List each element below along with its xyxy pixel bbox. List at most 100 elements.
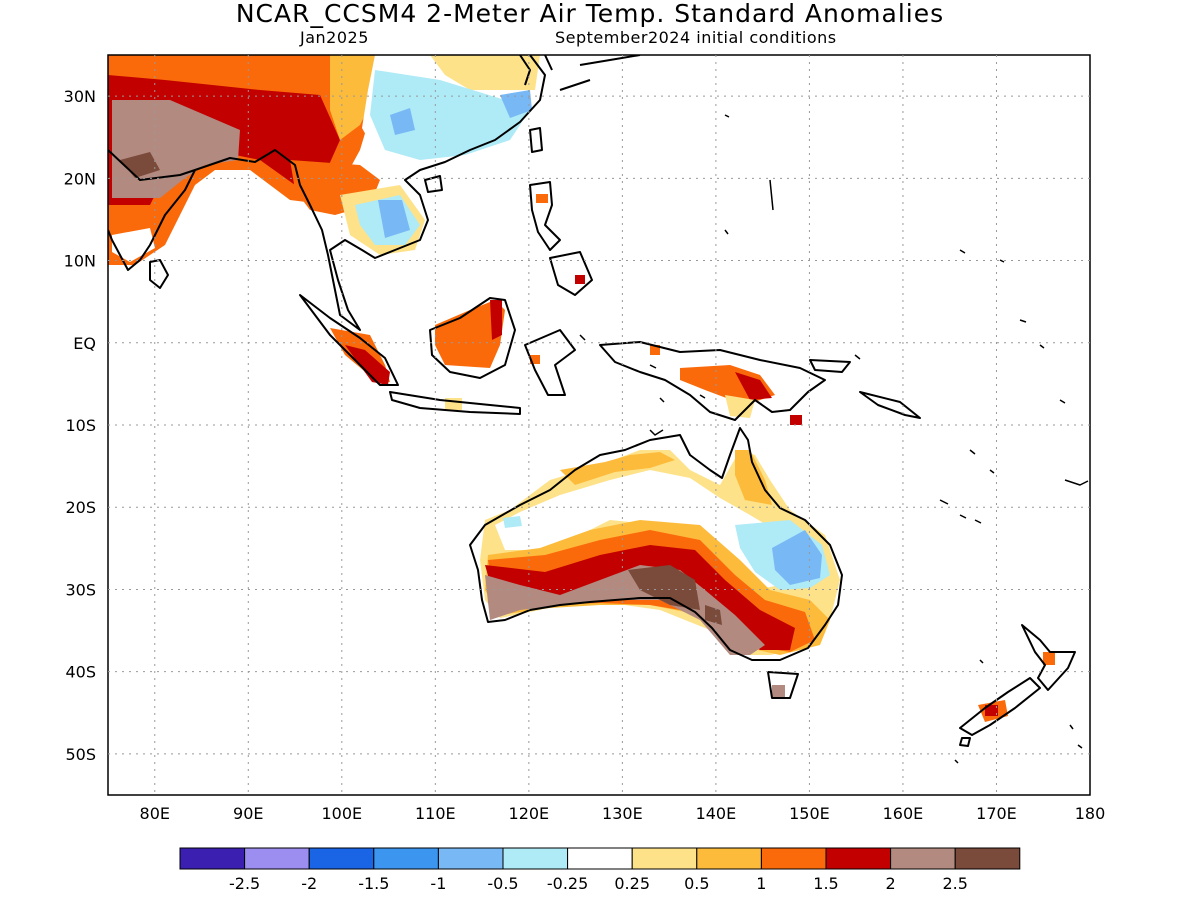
aus-darkbrown — [628, 565, 700, 610]
halmahera-orange — [650, 345, 660, 355]
colorbar-swatch-3 — [373, 847, 439, 870]
png-yellow — [725, 395, 755, 418]
colorbar-swatch-8 — [696, 847, 762, 870]
forecast-month: Jan2025 — [300, 28, 369, 47]
colorbar-label-0: -2.5 — [229, 874, 260, 893]
colorbar-label-2: -1.5 — [358, 874, 389, 893]
philippines-mindanao — [549, 251, 593, 296]
china-yellow-north — [430, 55, 540, 90]
colorbar-label-11: 2.5 — [942, 874, 967, 893]
lon-label-5: 130E — [602, 804, 643, 823]
borneo — [429, 297, 516, 379]
lon-label-10: 180 — [1075, 804, 1106, 823]
colorbar-label-9: 1.5 — [813, 874, 838, 893]
colorbar-label-4: -0.5 — [487, 874, 518, 893]
colorbar: -2.5 -2 -1.5 -1 -0.5 -0.25 0.25 0.5 1 1.5 2 2.5 — [179, 847, 1021, 893]
png-darkred — [735, 372, 772, 400]
pacific-islands — [579, 114, 1089, 764]
aus-white — [495, 470, 790, 590]
borneo-orange — [435, 300, 505, 368]
colorbar-swatch-6 — [567, 847, 633, 870]
colorbar-swatch-12 — [954, 847, 1021, 870]
nz-north — [1021, 624, 1076, 691]
lon-label-7: 150E — [789, 804, 830, 823]
philippines-orange — [536, 194, 548, 203]
colorbar-label-8: 1 — [756, 874, 766, 893]
colorbar-swatch-5 — [502, 847, 569, 870]
philippines-luzon — [529, 181, 561, 251]
colorbar-label-7: 0.5 — [684, 874, 709, 893]
india-coast — [108, 149, 196, 271]
aus-cape-orange — [735, 450, 772, 505]
colorbar-label-10: 2 — [886, 874, 896, 893]
tasmania — [767, 671, 799, 699]
colorbar-swatch-10 — [825, 847, 892, 870]
lon-label-8: 160E — [883, 804, 924, 823]
lon-label-6: 140E — [696, 804, 737, 823]
lat-label-3: EQ — [73, 334, 96, 353]
png-east-darkred — [790, 415, 802, 425]
anomaly-fills — [108, 55, 1055, 722]
colorbar-swatch-0 — [179, 847, 246, 870]
sumatra — [299, 294, 399, 386]
sulawesi — [524, 329, 576, 396]
new-guinea — [599, 341, 826, 421]
initial-conditions: September2024 initial conditions — [555, 28, 837, 47]
nz-stewart — [959, 737, 971, 747]
tasmania-brown — [772, 685, 785, 697]
lat-label-1: 20N — [64, 169, 96, 188]
korea — [519, 55, 531, 86]
indochina-blue — [378, 200, 410, 238]
colorbar-swatch-11 — [890, 847, 956, 870]
new-britain — [809, 359, 851, 373]
lat-label-2: 10N — [64, 252, 96, 271]
colorbar-swatch-2 — [308, 847, 375, 870]
hainan — [424, 175, 443, 193]
aus-west-lightblue — [503, 516, 522, 528]
aus-darkred-band — [485, 545, 795, 650]
lat-label-5: 20S — [65, 498, 96, 517]
lon-label-9: 170E — [976, 804, 1017, 823]
aus-blue — [772, 530, 822, 585]
australia — [469, 427, 843, 661]
coastlines — [108, 55, 1089, 764]
taiwan — [529, 127, 543, 153]
bay-bengal-coast — [194, 55, 546, 331]
sri-lanka — [149, 259, 169, 289]
graticule — [108, 55, 1090, 795]
lat-label-8: 50S — [65, 745, 96, 764]
china-blue-b — [500, 90, 532, 118]
colorbar-label-1: -2 — [301, 874, 317, 893]
lat-label-7: 40S — [65, 663, 96, 682]
nz-north-orange — [1043, 652, 1055, 665]
lon-label-0: 80E — [140, 804, 170, 823]
colorbar-swatch-9 — [760, 847, 827, 870]
lon-label-4: 120E — [509, 804, 550, 823]
colorbar-swatch-4 — [437, 847, 504, 870]
south-asia-yellow — [330, 55, 380, 140]
colorbar-label-6: 0.25 — [614, 874, 650, 893]
lon-label-2: 100E — [321, 804, 362, 823]
mindanao-darkred — [575, 275, 585, 284]
colorbar-label-5: -0.25 — [547, 874, 588, 893]
nz-south-darkred — [985, 705, 998, 716]
aus-se-darkbrown — [705, 605, 722, 625]
map-title: NCAR_CCSM4 2-Meter Air Temp. Standard An… — [235, 0, 945, 28]
colorbar-swatch-7 — [631, 847, 698, 870]
lat-label-6: 30S — [65, 580, 96, 599]
china-lightblue — [370, 70, 530, 160]
borneo-darkred — [490, 300, 502, 340]
china-blue-a — [390, 108, 415, 135]
axis-labels: 80E 90E 100E 110E 120E 130E 140E 150E 160E 170E 18… — [64, 87, 1106, 823]
solomons — [859, 391, 921, 419]
nz-south — [959, 677, 1041, 736]
lon-label-1: 90E — [233, 804, 263, 823]
sumatra-darkred — [345, 345, 390, 385]
colorbar-swatch-1 — [244, 847, 310, 870]
lat-label-0: 30N — [64, 87, 96, 106]
lat-label-4: 10S — [65, 416, 96, 435]
java — [389, 391, 521, 415]
aus-north-yellow — [560, 452, 675, 485]
colorbar-label-3: -1 — [430, 874, 446, 893]
